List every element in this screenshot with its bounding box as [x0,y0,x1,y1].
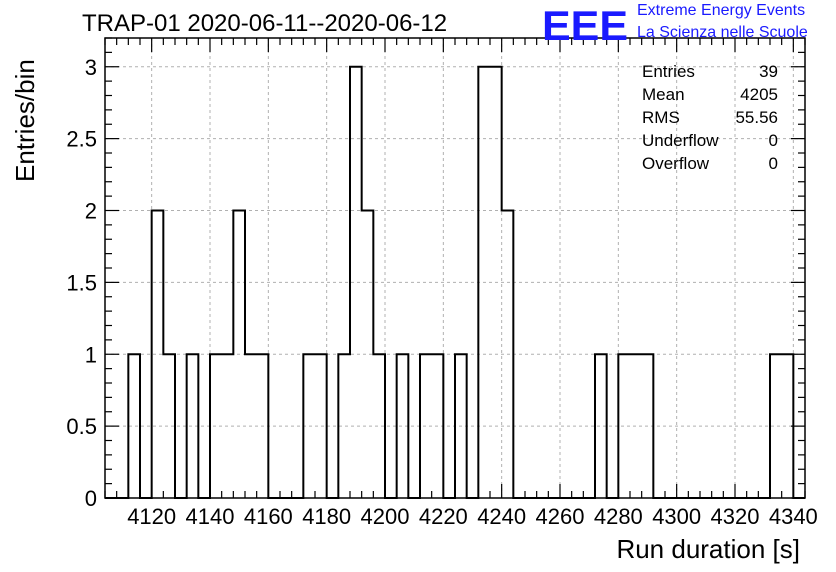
y-tick-label: 0 [85,486,97,511]
x-tick-label: 4180 [302,504,351,529]
stat-label: Underflow [642,131,719,150]
y-tick-label: 0.5 [66,414,97,439]
y-axis-ticks: 0 0.5 1 1.5 2 2.5 3 [66,37,805,511]
chart-title: TRAP-01 2020-06-11--2020-06-12 [82,10,448,37]
x-tick-label: 4140 [186,504,235,529]
stat-row-overflow: Overflow 0 [642,152,778,175]
logo-line-2: La Scienza nelle Scuole [637,24,808,41]
stat-value: 4205 [740,85,778,104]
stat-row-rms: RMS 55.56 [642,106,778,129]
y-tick-label: 2 [85,199,97,224]
stats-box: Entries 39 Mean 4205 RMS 55.56 Underflow 0 O… [642,60,778,175]
stat-value: 55.56 [735,108,778,127]
stat-label: Mean [642,85,685,104]
x-axis-ticks: 4120 4140 4160 4180 4200 4220 4240 4260 4280 4300… [104,38,818,529]
stat-row-entries: Entries 39 [642,60,778,83]
x-tick-label: 4120 [127,504,176,529]
stat-value: 0 [768,131,778,150]
y-tick-label: 2.5 [66,127,97,152]
x-tick-label: 4340 [769,504,818,529]
stat-row-underflow: Underflow 0 [642,129,778,152]
x-tick-label: 4260 [536,504,585,529]
x-tick-label: 4280 [594,504,643,529]
x-tick-label: 4320 [711,504,760,529]
y-axis-label: Entries/bin [10,59,40,182]
y-tick-label: 1.5 [66,270,97,295]
x-tick-label: 4200 [361,504,410,529]
logo-line-1: Extreme Energy Events [637,2,806,19]
x-axis-label: Run duration [s] [616,534,800,564]
x-tick-label: 4240 [477,504,526,529]
stat-value: 0 [768,154,778,173]
stat-value: 39 [759,62,778,81]
y-tick-label: 1 [85,342,97,367]
stat-label: Entries [642,62,695,81]
stat-label: RMS [642,108,680,127]
stat-row-mean: Mean 4205 [642,83,778,106]
stat-label: Overflow [642,154,710,173]
y-tick-label: 3 [85,55,97,80]
eee-logo: EEE [542,4,628,44]
x-tick-label: 4300 [652,504,701,529]
x-tick-label: 4160 [244,504,293,529]
x-tick-label: 4220 [419,504,468,529]
eee-logo-mark: EEE [542,4,628,44]
